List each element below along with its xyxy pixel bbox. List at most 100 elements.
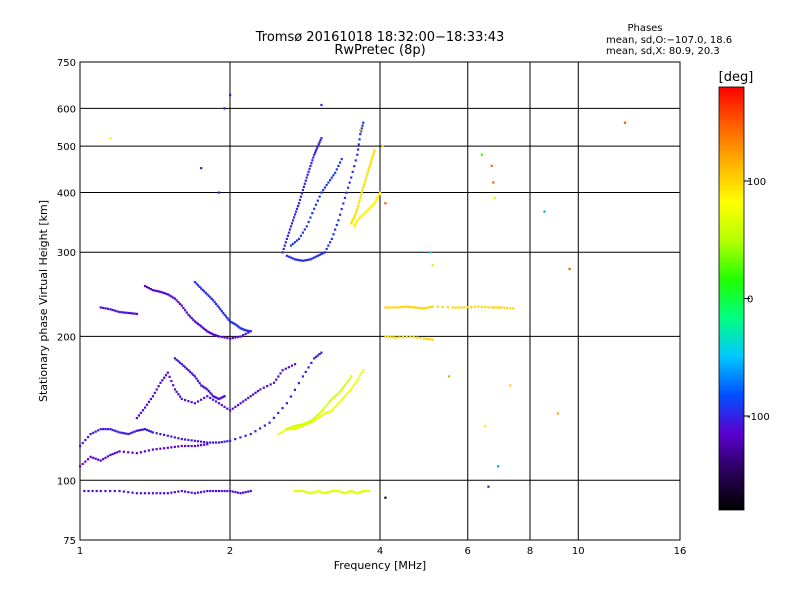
echo-point — [361, 124, 364, 127]
echo-point — [307, 422, 310, 425]
echo-point — [374, 199, 378, 202]
echo-point — [357, 217, 360, 220]
echo-point — [236, 335, 240, 339]
echo-point — [215, 302, 218, 306]
echo-point — [242, 334, 245, 337]
echo-point — [209, 396, 212, 400]
echo-point — [289, 428, 293, 431]
echo-point — [118, 450, 121, 453]
y-tick-label: 300 — [57, 248, 76, 259]
echo-point — [226, 440, 229, 443]
echo-point — [359, 194, 363, 197]
echo-point — [425, 306, 428, 310]
echo-point — [305, 225, 308, 228]
echo-point — [348, 377, 351, 380]
echo-point — [301, 259, 305, 262]
echo-point — [151, 492, 155, 495]
echo-point — [182, 364, 185, 367]
echo-point — [210, 297, 213, 300]
echo-point — [109, 137, 112, 140]
echo-point — [293, 363, 297, 366]
echo-point — [295, 239, 299, 242]
echo-point — [325, 247, 328, 251]
echo-point — [213, 301, 216, 304]
echo-point — [372, 151, 376, 154]
echo-point — [157, 290, 160, 293]
echo-point — [196, 322, 200, 326]
echo-point — [357, 491, 360, 494]
echo-point — [196, 379, 200, 383]
x-axis-label: Frequency [MHz] — [334, 559, 426, 572]
echo-point — [334, 395, 337, 398]
echo-point — [180, 397, 183, 401]
echo-point — [303, 182, 306, 185]
echo-point — [193, 492, 197, 495]
echo-point — [272, 381, 276, 384]
x-tick-label: 4 — [377, 546, 383, 557]
echo-point — [204, 329, 207, 332]
echo-point — [290, 364, 294, 367]
echo-point — [177, 301, 180, 304]
echo-point — [220, 440, 223, 444]
echo-point — [223, 405, 226, 408]
echo-point — [161, 291, 164, 294]
echo-point — [231, 490, 234, 493]
echo-point — [297, 489, 301, 493]
echo-point — [330, 237, 333, 241]
echo-point — [219, 397, 222, 400]
echo-point — [355, 209, 358, 213]
echo-point — [193, 439, 197, 442]
echo-point — [340, 398, 343, 401]
echo-point — [503, 306, 506, 309]
echo-point — [307, 258, 310, 261]
echo-point — [314, 490, 318, 493]
echo-point — [99, 306, 102, 309]
echo-point — [419, 336, 422, 340]
echo-point — [215, 334, 218, 337]
echo-point — [275, 378, 278, 381]
echo-point — [207, 294, 210, 297]
echo-point — [343, 384, 347, 387]
echo-point — [213, 333, 216, 337]
echo-point — [356, 492, 359, 495]
echo-point — [483, 305, 487, 309]
echo-point — [200, 167, 203, 170]
echo-point — [412, 335, 415, 339]
echo-point — [190, 317, 193, 320]
echo-point — [244, 434, 247, 437]
echo-point — [356, 379, 359, 382]
echo-point — [281, 430, 284, 433]
echo-point — [266, 385, 269, 388]
echo-point — [490, 306, 493, 309]
echo-point — [354, 381, 357, 384]
echo-point — [323, 406, 327, 409]
echo-point — [97, 458, 100, 461]
echo-point — [297, 382, 301, 385]
echo-point — [334, 228, 337, 231]
data-points — [79, 93, 627, 499]
phases-info-x-mode: mean, sd,X: 80.9, 20.3 — [606, 46, 720, 57]
echo-point — [466, 306, 469, 309]
echo-point — [304, 179, 307, 182]
echo-point — [343, 395, 347, 398]
echo-point — [99, 428, 102, 431]
echo-point — [374, 200, 377, 203]
echo-point — [164, 292, 168, 295]
echo-point — [127, 451, 130, 454]
echo-point — [484, 424, 487, 428]
echo-point — [309, 258, 312, 261]
echo-point — [86, 435, 90, 439]
echo-point — [379, 191, 382, 194]
echo-point — [139, 411, 143, 414]
echo-point — [236, 491, 240, 494]
echo-point — [239, 327, 242, 330]
echo-point — [94, 430, 97, 433]
echo-point — [145, 428, 149, 432]
echo-point — [224, 315, 228, 318]
echo-point — [323, 412, 327, 415]
echo-point — [120, 431, 123, 434]
echo-point — [212, 489, 215, 493]
echo-point — [153, 391, 156, 394]
echo-point — [233, 322, 236, 325]
echo-point — [147, 429, 151, 432]
